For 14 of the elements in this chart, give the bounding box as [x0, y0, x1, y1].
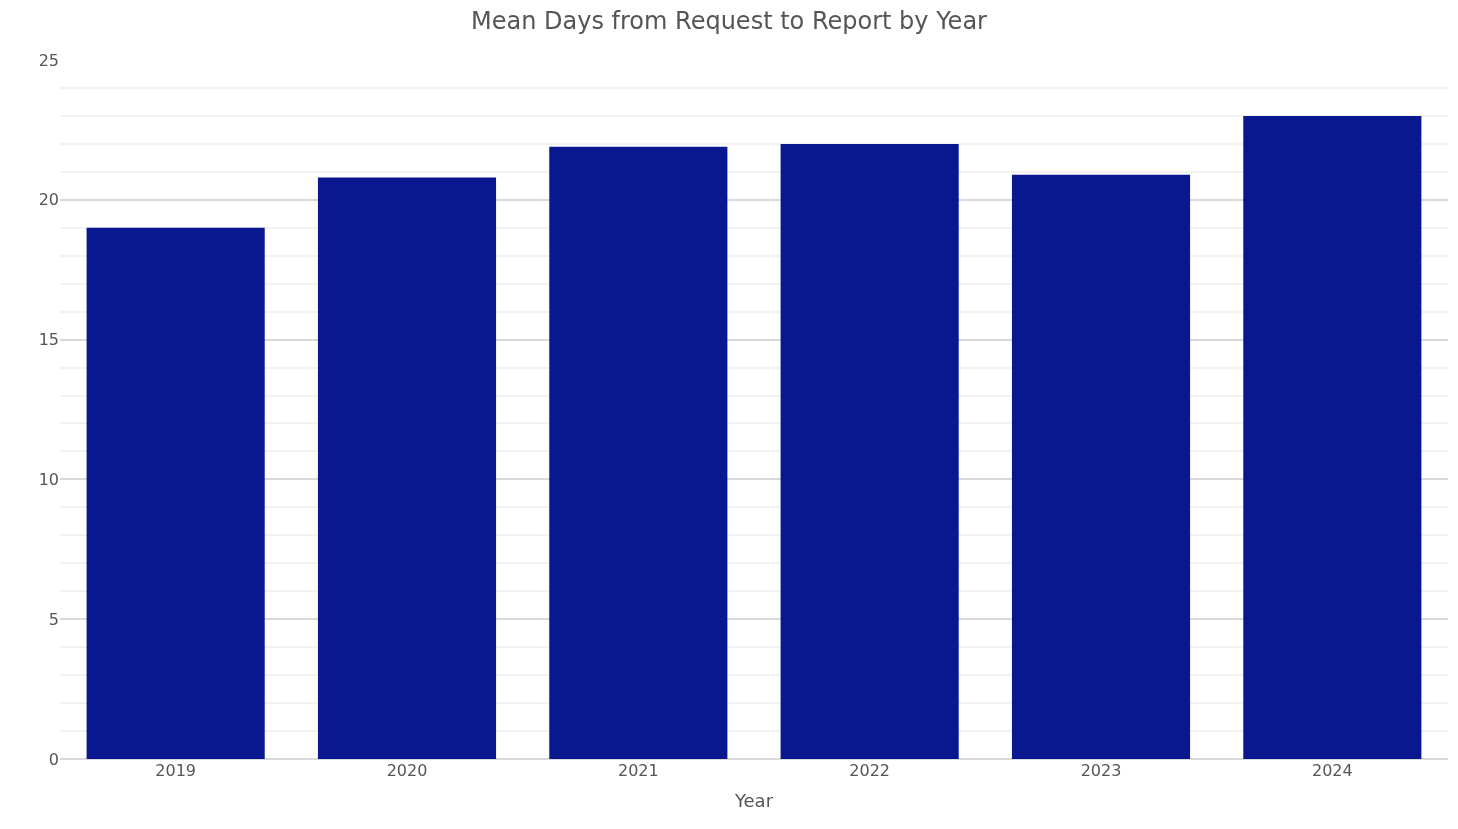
y-tick-label: 5	[48, 609, 59, 629]
x-tick-label: 2019	[155, 761, 197, 780]
x-tick-label: 2022	[849, 761, 891, 780]
x-tick-label: 2021	[617, 761, 659, 780]
y-tick-label: 25	[38, 50, 59, 70]
x-tick-label: 2020	[386, 761, 428, 780]
y-tick-label: 10	[38, 470, 59, 489]
x-axis-title: Year	[733, 790, 774, 812]
chart-title: Mean Days from Request to Report by Year	[471, 7, 988, 36]
y-tick-label: 15	[38, 330, 59, 350]
y-tick-label: 0	[48, 749, 59, 769]
y-tick-label: 20	[38, 190, 59, 210]
x-tick-label: 2024	[1311, 761, 1353, 780]
x-tick-label: 2023	[1080, 761, 1122, 780]
